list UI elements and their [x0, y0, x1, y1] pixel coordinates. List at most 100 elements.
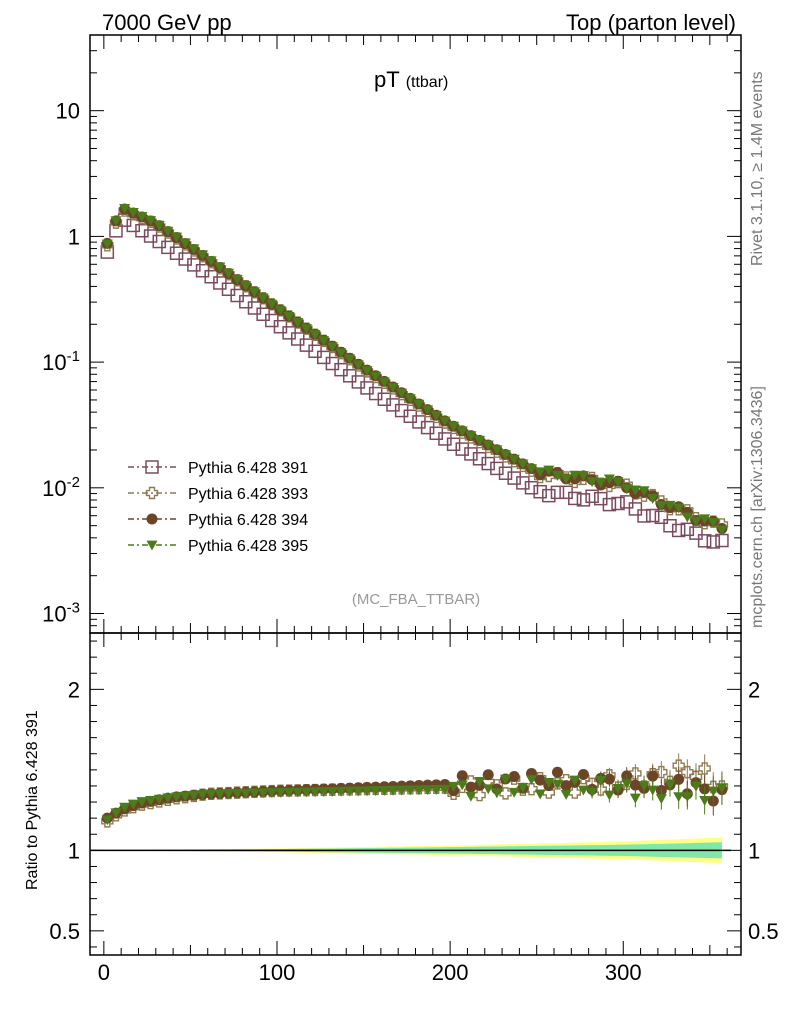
ratio-point	[526, 775, 538, 786]
data-point	[611, 496, 625, 511]
data-point	[647, 494, 659, 505]
ratio-point	[508, 787, 520, 798]
data-point	[507, 471, 521, 485]
data-point	[638, 486, 650, 497]
data-point	[474, 435, 486, 446]
x-tick-label: 200	[432, 960, 469, 985]
ratio-point	[664, 780, 676, 791]
data-point	[318, 336, 330, 347]
ratio-point	[378, 785, 390, 796]
series-391	[100, 213, 729, 549]
ratio-point	[603, 773, 615, 785]
legend-marker	[145, 486, 159, 500]
rivet-credit: Rivet 3.1.10, ≥ 1.4M events	[749, 71, 766, 266]
data-point	[550, 485, 565, 500]
data-point	[628, 502, 643, 516]
data-point	[283, 311, 295, 322]
data-point	[699, 514, 711, 525]
data-point	[577, 471, 589, 482]
legend-label: Pythia 6.428 391	[188, 460, 308, 477]
ratio-series-group	[101, 753, 729, 828]
data-point	[387, 383, 399, 393]
data-point	[619, 495, 634, 509]
data-point	[586, 477, 598, 488]
ratio-point	[326, 786, 338, 797]
ratio-point	[101, 815, 113, 826]
ratio-point	[136, 797, 148, 808]
ratio-point	[655, 765, 668, 779]
data-point	[257, 293, 269, 304]
ratio-point	[396, 785, 408, 796]
ratio-axes: 0.5 0.5 1 1 2 2 0 100 200 300	[49, 632, 779, 985]
ratio-point	[551, 779, 563, 790]
data-point	[551, 470, 563, 481]
data-point	[240, 281, 252, 292]
data-point	[602, 497, 617, 512]
legend-label: Pythia 6.428 394	[188, 512, 308, 529]
ratio-point	[309, 787, 321, 798]
y-tick-label: 10-1	[42, 348, 80, 375]
ratio-point	[699, 796, 711, 806]
ratio-point	[621, 779, 633, 790]
data-point	[171, 232, 183, 243]
ratio-point	[577, 768, 589, 780]
ratio-point	[638, 781, 650, 792]
ratio-point	[517, 782, 529, 793]
ratio-point	[647, 785, 659, 796]
ratio-point	[119, 802, 131, 813]
ratio-y-tick-label: 2	[68, 677, 80, 702]
ratio-point	[344, 786, 356, 797]
data-point	[205, 256, 217, 267]
ratio-point	[361, 786, 373, 797]
ratio-point	[413, 785, 425, 796]
data-point	[585, 489, 599, 504]
x-tick-label: 0	[98, 960, 110, 985]
ratio-point	[698, 762, 711, 775]
data-point	[446, 437, 461, 452]
data-point	[472, 452, 487, 466]
ratio-point	[655, 794, 667, 805]
ratio-point	[223, 789, 235, 800]
ratio-point	[439, 784, 451, 795]
data-point	[153, 220, 165, 231]
ratio-point	[456, 770, 468, 782]
ratio-point	[595, 776, 607, 786]
ratio-point	[534, 789, 546, 800]
ratio-point	[560, 780, 572, 792]
y-tick-label: 10	[56, 99, 80, 124]
ratio-point	[188, 790, 200, 801]
data-point	[560, 474, 572, 485]
y-tick-label: 10-3	[42, 600, 80, 627]
ratio-point	[162, 793, 174, 804]
data-point	[603, 474, 615, 485]
analysis-watermark: (MC_FBA_TTBAR)	[352, 591, 480, 608]
data-point	[621, 484, 633, 495]
data-point	[681, 512, 693, 523]
data-point	[664, 500, 676, 511]
data-point	[508, 454, 520, 465]
ratio-point	[283, 787, 295, 798]
series-394	[101, 203, 728, 534]
legend: Pythia 6.428 391 Pythia 6.428 393 Pythia 6…	[128, 460, 308, 555]
ratio-point	[335, 786, 347, 797]
data-point	[248, 287, 260, 298]
legend-marker	[145, 460, 159, 474]
data-point	[430, 410, 442, 421]
data-point	[716, 525, 728, 536]
ratio-point	[456, 780, 468, 791]
data-point	[378, 377, 390, 388]
data-point	[500, 450, 512, 460]
ratio-point	[534, 774, 546, 786]
ratio-point	[629, 779, 641, 791]
ratio-y-tick-label: 1	[68, 838, 80, 863]
data-point	[697, 534, 712, 548]
ratio-point	[586, 787, 598, 798]
data-point	[292, 318, 304, 328]
legend-marker	[146, 540, 158, 551]
ratio-point	[690, 781, 702, 792]
header-right: Top (parton level)	[566, 10, 736, 35]
ratio-point	[300, 787, 312, 798]
data-point	[671, 523, 686, 538]
data-point	[197, 250, 209, 261]
data-point	[266, 299, 278, 310]
